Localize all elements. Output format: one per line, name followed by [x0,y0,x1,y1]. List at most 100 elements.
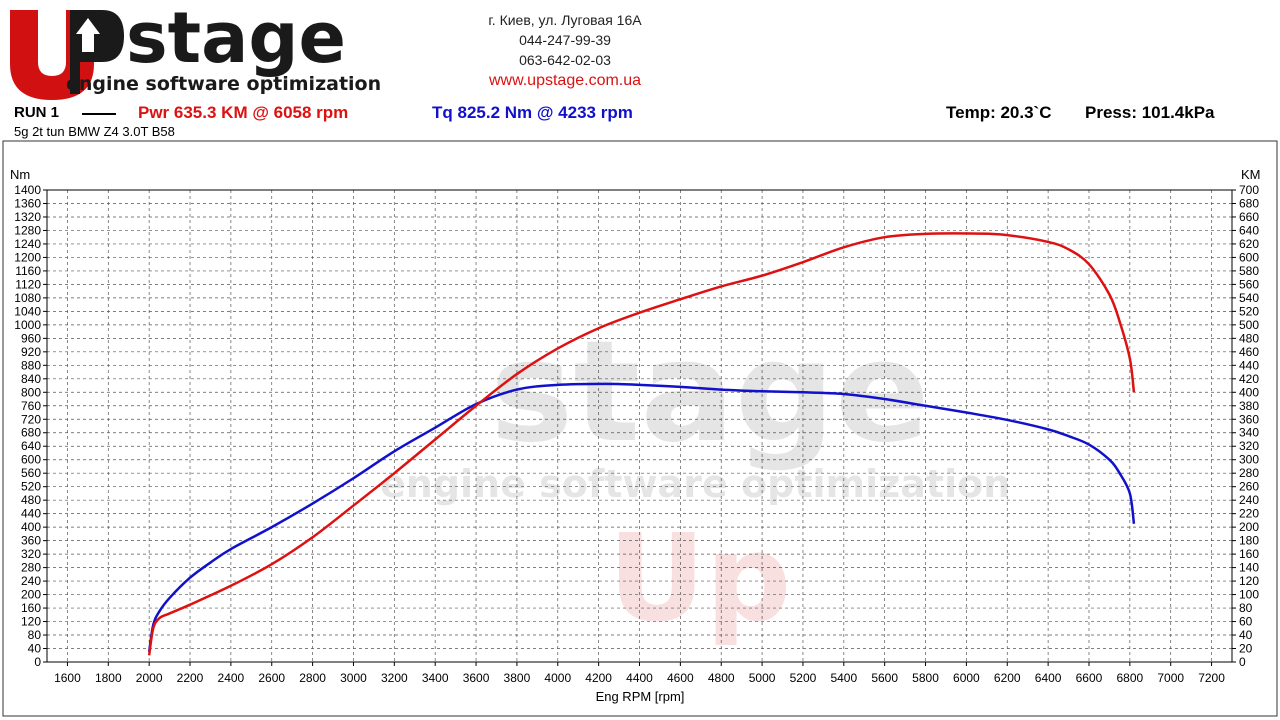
pressure-text: Press: 101.4kPa [1085,103,1215,122]
y-left-unit: Nm [10,167,30,182]
y-left-tick-label: 840 [21,372,41,386]
x-tick-label: 5800 [912,671,939,685]
x-tick-label: 1800 [95,671,122,685]
x-tick-label: 6200 [994,671,1021,685]
y-left-tick-label: 40 [28,642,42,656]
x-tick-label: 3600 [463,671,490,685]
y-right-tick-label: 500 [1239,318,1259,332]
y-right-tick-label: 380 [1239,399,1259,413]
y-left-tick-label: 880 [21,358,41,372]
x-tick-label: 3400 [422,671,449,685]
y-right-tick-label: 600 [1239,250,1259,264]
y-left-tick-label: 240 [21,574,41,588]
power-curve [147,232,1136,656]
y-right-tick-label: 660 [1239,210,1259,224]
y-right-tick-label: 0 [1239,655,1246,669]
x-tick-label: 7000 [1157,671,1184,685]
vehicle-description: 5g 2t tun BMW Z4 3.0T B58 [14,124,175,139]
y-left-tick-label: 360 [21,534,41,548]
y-left-tick-label: 1280 [14,223,41,237]
y-right-tick-label: 300 [1239,453,1259,467]
y-right-tick-label: 20 [1239,642,1253,656]
x-axis-label: Eng RPM [rpm] [596,689,685,704]
y-left-tick-label: 440 [21,507,41,521]
y-left-tick-label: 160 [21,601,41,615]
y-right-unit: KM [1241,167,1261,182]
power-peak-text: Pwr 635.3 KM @ 6058 rpm [138,103,349,122]
y-right-tick-label: 400 [1239,385,1259,399]
y-left-tick-label: 1160 [15,264,41,278]
y-right-tick-label: 140 [1239,561,1259,575]
x-tick-label: 4600 [667,671,694,685]
logo-arrow-icon [76,18,100,52]
y-right-tick-label: 40 [1239,628,1253,642]
y-left-tick-label: 200 [21,588,41,602]
y-left-tick-label: 80 [28,628,42,642]
y-right-tick-label: 320 [1239,439,1259,453]
y-left-tick-label: 1120 [15,277,41,291]
y-left-tick-label: 1320 [14,210,41,224]
x-tick-label: 5200 [790,671,817,685]
x-tick-label: 6400 [1035,671,1062,685]
upstage-logo: stage engine software optimization [10,0,381,100]
y-left-tick-label: 1200 [14,250,41,264]
y-left-tick-label: 1400 [14,183,41,197]
y-left-tick-label: 560 [21,466,41,480]
y-right-tick-label: 440 [1239,358,1259,372]
y-left-tick-label: 1360 [14,196,41,210]
y-left-tick-label: 640 [21,439,41,453]
run-legend-line [82,113,116,115]
watermark-tagline: engine software optimization [380,462,1010,506]
y-left-tick-label: 800 [21,385,41,399]
x-tick-label: 1600 [54,671,81,685]
torque-curve [147,382,1136,653]
y-right-tick-label: 120 [1239,574,1259,588]
phone-2: 063-642-02-03 [519,52,611,68]
y-right-tick-label: 700 [1239,183,1259,197]
x-tick-label: 6000 [953,671,980,685]
y-left-tick-label: 400 [21,520,41,534]
x-tick-label: 2000 [136,671,163,685]
y-right-tick-label: 80 [1239,601,1253,615]
y-right-tick-label: 420 [1239,372,1259,386]
y-left-tick-label: 680 [21,426,41,440]
y-right-tick-label: 580 [1239,264,1259,278]
y-right-tick-label: 560 [1239,277,1259,291]
y-left-tick-label: 1080 [14,291,41,305]
run-label: RUN 1 [14,104,60,121]
y-right-tick-label: 340 [1239,426,1259,440]
y-right-tick-label: 180 [1239,534,1259,548]
y-left-tick-label: 480 [21,493,41,507]
y-right-tick-label: 240 [1239,493,1259,507]
watermark-logo: Up [608,510,791,649]
y-left-tick-label: 920 [21,345,41,359]
y-right-tick-label: 640 [1239,223,1259,237]
y-right-tick-label: 460 [1239,345,1259,359]
x-tick-label: 5600 [871,671,898,685]
x-tick-label: 6800 [1116,671,1143,685]
x-tick-label: 2400 [218,671,245,685]
x-tick-label: 2800 [299,671,326,685]
y-left-tick-label: 1040 [14,304,41,318]
y-right-tick-label: 620 [1239,237,1259,251]
x-tick-label: 4000 [544,671,571,685]
x-tick-label: 2200 [177,671,204,685]
y-left-tick-label: 1000 [14,318,41,332]
x-tick-label: 7200 [1198,671,1225,685]
website-link[interactable]: www.upstage.com.ua [488,72,642,89]
x-tick-label: 4200 [585,671,612,685]
y-right-tick-label: 480 [1239,331,1259,345]
x-tick-label: 2600 [258,671,285,685]
temperature-text: Temp: 20.3`C [946,103,1052,122]
y-right-tick-label: 100 [1239,588,1259,602]
y-left-tick-label: 320 [21,547,41,561]
x-tick-label: 5400 [830,671,857,685]
x-tick-label: 6600 [1076,671,1103,685]
x-tick-label: 4800 [708,671,735,685]
y-right-tick-label: 60 [1239,615,1253,629]
x-tick-label: 3000 [340,671,367,685]
y-right-tick-label: 520 [1239,304,1259,318]
phone-1: 044-247-99-39 [519,32,611,48]
y-right-tick-label: 260 [1239,480,1259,494]
logo-tagline: engine software optimization [66,73,381,95]
